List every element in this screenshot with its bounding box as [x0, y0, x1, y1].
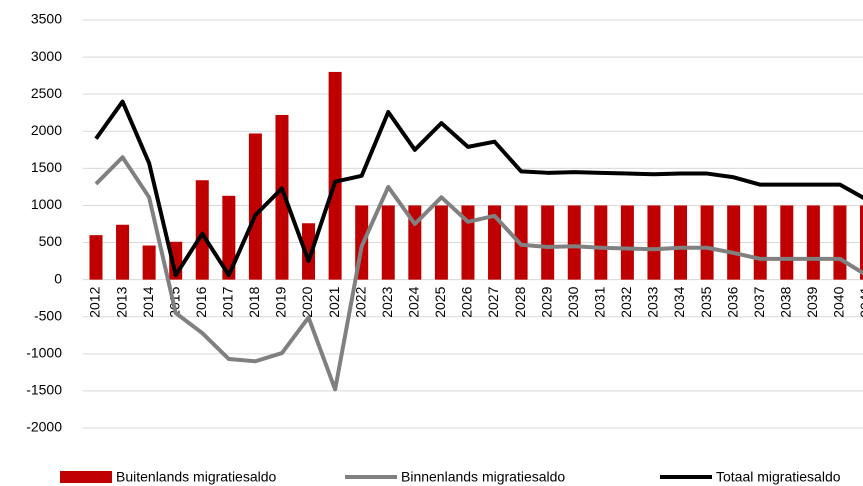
- bar: [620, 205, 634, 280]
- x-tick-label: 2036: [724, 286, 740, 317]
- bar: [753, 205, 767, 280]
- bar: [408, 205, 422, 280]
- legend-label: Buitenlands migratiesaldo: [116, 469, 277, 485]
- bar: [780, 205, 794, 280]
- y-tick-label: 2000: [31, 122, 62, 138]
- x-tick-label: 2023: [379, 286, 395, 317]
- bar: [833, 205, 847, 280]
- y-tick-label: -1500: [26, 382, 62, 398]
- y-tick-label: -500: [34, 307, 62, 323]
- x-tick-label: 2034: [671, 286, 687, 317]
- x-tick-label: 2041: [857, 286, 863, 317]
- bar: [860, 205, 863, 280]
- x-tick-label: 2026: [459, 286, 475, 317]
- y-tick-label: 1000: [31, 196, 62, 212]
- x-tick-label: 2040: [831, 286, 847, 317]
- y-tick-label: -1000: [26, 345, 62, 361]
- x-tick-label: 2013: [113, 286, 129, 317]
- bar: [142, 245, 156, 280]
- y-tick-label: 3500: [31, 11, 62, 27]
- line: [94, 99, 863, 278]
- x-tick-label: 2018: [246, 286, 262, 317]
- x-tick-label: 2022: [352, 286, 368, 317]
- x-tick-label: 2012: [87, 286, 103, 317]
- bar: [488, 205, 502, 280]
- y-tick-label: 2500: [31, 85, 62, 101]
- bar: [806, 205, 820, 280]
- x-tick-label: 2017: [220, 286, 236, 317]
- bar: [567, 205, 581, 280]
- bar: [461, 205, 475, 280]
- x-tick-label: 2038: [778, 286, 794, 317]
- bar: [381, 205, 395, 280]
- x-tick-label: 2037: [751, 286, 767, 317]
- bar: [674, 205, 688, 280]
- y-tick-label: 500: [39, 233, 63, 249]
- x-tick-label: 2032: [618, 286, 634, 317]
- y-tick-label: -2000: [26, 419, 62, 435]
- x-tick-label: 2029: [538, 286, 554, 317]
- y-tick-label: 1500: [31, 159, 62, 175]
- bar: [195, 180, 209, 280]
- x-tick-label: 2027: [485, 286, 501, 317]
- y-tick-label: 3000: [31, 48, 62, 64]
- bar: [727, 205, 741, 280]
- x-tick-label: 2021: [326, 286, 342, 317]
- bar: [700, 205, 714, 280]
- bar: [541, 205, 555, 280]
- x-tick-label: 2039: [804, 286, 820, 317]
- x-tick-label: 2020: [299, 286, 315, 317]
- x-tick-label: 2019: [273, 286, 289, 317]
- x-tick-label: 2031: [592, 286, 608, 317]
- bar: [302, 223, 316, 280]
- bar: [222, 195, 236, 280]
- bar: [328, 71, 342, 280]
- x-tick-label: 2025: [432, 286, 448, 317]
- bar: [275, 114, 289, 280]
- bar: [434, 205, 448, 280]
- x-tick-label: 2028: [512, 286, 528, 317]
- legend-label: Totaal migratiesaldo: [716, 469, 841, 485]
- bar: [89, 235, 103, 280]
- legend-label: Binnenlands migratiesaldo: [401, 469, 565, 485]
- x-tick-label: 2030: [565, 286, 581, 317]
- bar: [116, 224, 130, 280]
- bar: [647, 205, 661, 280]
- bar: [594, 205, 608, 280]
- x-tick-label: 2035: [698, 286, 714, 317]
- legend-swatch: [60, 471, 112, 483]
- y-tick-label: 0: [54, 270, 62, 286]
- bar: [248, 133, 262, 280]
- x-tick-label: 2016: [193, 286, 209, 317]
- x-tick-label: 2014: [140, 286, 156, 317]
- line: [94, 155, 863, 392]
- x-tick-label: 2024: [406, 286, 422, 317]
- x-tick-label: 2033: [645, 286, 661, 317]
